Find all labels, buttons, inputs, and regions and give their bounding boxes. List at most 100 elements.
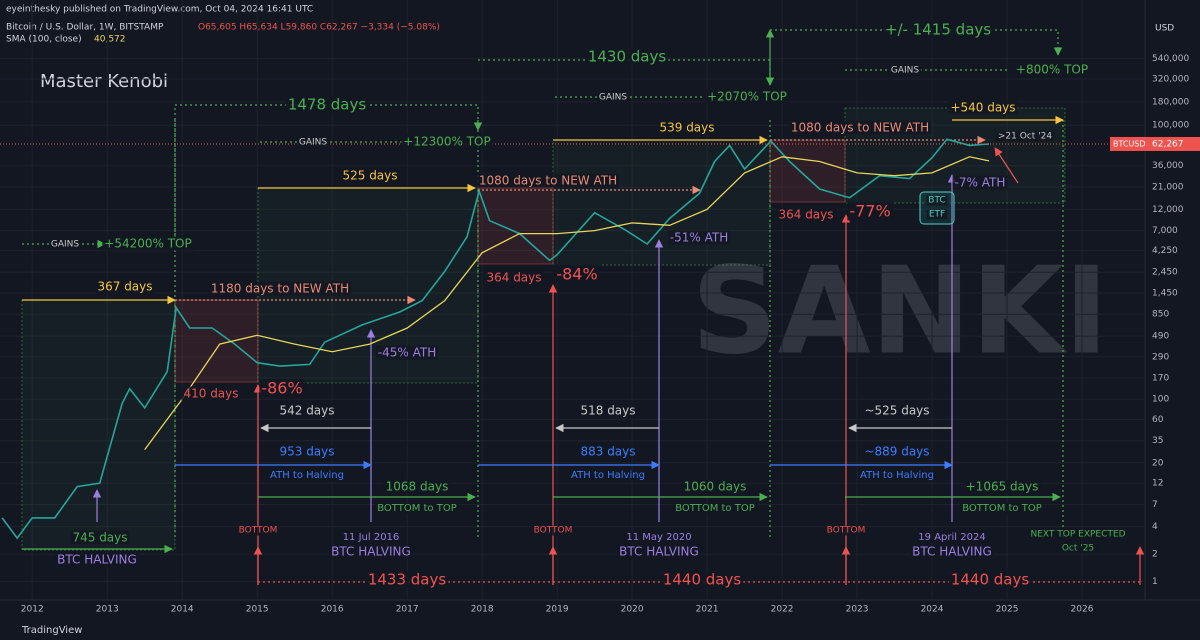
annotation-bg	[858, 470, 936, 481]
annotation-bg	[847, 201, 893, 221]
annotation: -7% ATH	[955, 176, 1006, 190]
annotation: ETF	[929, 210, 945, 220]
annotation: ~525 days	[864, 404, 929, 418]
annotation: 953 days	[279, 445, 334, 459]
annotation: +800% TOP	[1016, 63, 1088, 77]
annotation: +/- 1415 days	[885, 21, 991, 39]
x-tick-label: 2014	[171, 605, 194, 615]
sma-value: 40,572	[94, 35, 126, 45]
annotation: 364 days	[778, 208, 833, 222]
y-tick-label: 2,450	[1152, 268, 1178, 278]
annotation-bg	[401, 134, 493, 149]
x-tick-label: 2024	[921, 605, 944, 615]
annotation: GAINS	[299, 138, 328, 148]
annotation-bg	[1013, 62, 1091, 77]
x-tick-label: 2013	[96, 605, 119, 615]
annotation-bg	[888, 65, 922, 76]
annotation: 1478 days	[288, 96, 367, 114]
annotation-bg	[569, 470, 647, 481]
y-tick-label: 540,000	[1152, 54, 1189, 64]
annotation: -77%	[849, 202, 890, 221]
y-tick-label: 4,250	[1152, 246, 1178, 256]
y-tick-label: 2	[1152, 550, 1158, 560]
annotation: 745 days	[72, 531, 127, 545]
annotation: >21 Oct '24	[998, 132, 1052, 142]
annotation: GAINS	[891, 66, 920, 76]
annotation-bg	[916, 532, 988, 543]
symbol: Bitcoin / U.S. Dollar, 1W, BITSTAMP	[6, 23, 164, 33]
x-tick-label: 2022	[771, 605, 794, 615]
annotation-bg	[673, 503, 757, 514]
y-tick-label: 290	[1152, 352, 1169, 362]
y-tick-label: 100,000	[1152, 121, 1189, 131]
y-tick-label: 12	[1152, 479, 1163, 489]
watermark: SANKI	[691, 243, 1108, 382]
annotation: 539 days	[659, 121, 714, 135]
last-price-tag	[1110, 136, 1200, 151]
annotation-bg	[277, 444, 337, 459]
annotation: Oct '25	[1062, 544, 1094, 554]
annotation: NEXT TOP EXPECTED	[1030, 530, 1125, 540]
annotation-bg	[824, 525, 868, 536]
annotation-bg	[667, 230, 731, 245]
annotation: BOTTOM to TOP	[377, 503, 457, 514]
annotation-bg	[277, 403, 337, 418]
x-tick-label: 2015	[246, 605, 269, 615]
annotation: 1440 days	[951, 571, 1030, 589]
annotation: GAINS	[599, 93, 628, 103]
annotation: 518 days	[580, 404, 635, 418]
annotation-bg	[484, 270, 544, 285]
annotation-bg	[596, 92, 630, 103]
y-tick-label: 35	[1152, 436, 1163, 446]
annotation: BTC	[928, 196, 945, 206]
annotation-bg	[181, 386, 241, 401]
annotation: BTC HALVING	[331, 545, 411, 559]
annotation: 410 days	[183, 387, 238, 401]
y-tick-label: 170	[1152, 374, 1169, 384]
y-tick-label: 20	[1152, 458, 1164, 468]
price-line	[1, 138, 990, 540]
x-tick-label: 2018	[471, 605, 494, 615]
annotation: +2070% TOP	[707, 90, 787, 104]
annotation-bg	[329, 544, 413, 559]
annotation-bg	[862, 403, 932, 418]
annotation: BTC HALVING	[57, 553, 137, 567]
annotation-bg	[55, 552, 139, 567]
drawings: 540,000 320,000 180,000 100,000 36,000 21,000…	[0, 0, 1200, 615]
annotation-bg	[585, 47, 669, 66]
annotation: 1180 days to NEW ATH	[211, 282, 349, 296]
annotation-bg	[948, 570, 1032, 589]
annotation-bg	[578, 444, 638, 459]
y-tick-label: 7,000	[1152, 226, 1178, 236]
annotation-bg	[285, 95, 369, 114]
annotation: ATH to Halving	[270, 470, 344, 481]
x-tick-label: 2026	[1071, 605, 1094, 615]
annotation: BTC HALVING	[912, 545, 992, 559]
footer: TradingView	[21, 625, 82, 636]
annotation: +12300% TOP	[403, 135, 490, 149]
y-tick-label: 1	[1152, 577, 1158, 587]
annotation: 883 days	[580, 445, 635, 459]
annotation: 525 days	[342, 169, 397, 183]
annotation: +54200% TOP	[104, 237, 191, 251]
currency: USD	[1155, 24, 1174, 34]
annotation-bg	[660, 570, 744, 589]
annotation-bg	[995, 131, 1055, 142]
annotation: 1080 days to NEW ATH	[479, 174, 617, 188]
annotation-bg	[862, 444, 932, 459]
annotation: -84%	[556, 265, 597, 284]
y-tick-label: 490	[1152, 332, 1169, 342]
y-tick-label: 4	[1152, 522, 1158, 532]
arrow	[770, 29, 1063, 56]
arrow	[994, 147, 1019, 184]
x-tick-label: 2020	[621, 605, 644, 615]
y-tick-label: 100	[1152, 395, 1169, 405]
annotation-bg	[578, 403, 638, 418]
annotation: 542 days	[279, 404, 334, 418]
annotation-bg	[70, 530, 130, 545]
y-tick-label: 850	[1152, 310, 1169, 320]
annotation: 1433 days	[368, 571, 447, 589]
price-axis-bg	[1145, 0, 1200, 620]
